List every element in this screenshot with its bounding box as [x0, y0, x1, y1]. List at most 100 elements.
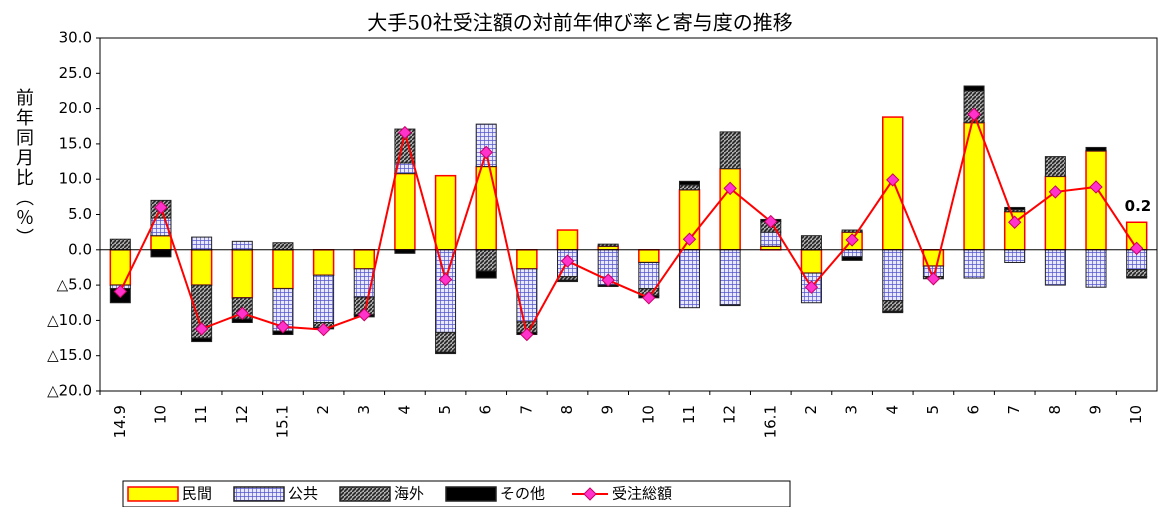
x-tick-label: 10 — [1127, 405, 1145, 424]
total-marker — [560, 254, 575, 268]
x-tick-label: 2 — [802, 405, 820, 415]
x-tick-label: 9 — [599, 405, 617, 415]
x-tick-label: 7 — [517, 405, 535, 415]
x-tick-label: 7 — [1005, 405, 1023, 415]
x-tick-label: 10 — [151, 405, 169, 424]
x-tick-label: 6 — [965, 405, 983, 415]
y-tick-label: 25.0 — [59, 64, 92, 82]
bar-segment — [435, 331, 457, 353]
bar-segment — [841, 249, 863, 258]
y-axis-title: 前年同月比（％） — [13, 88, 34, 248]
total-marker — [845, 233, 859, 247]
bar-segment — [719, 249, 741, 306]
bar-segment — [272, 242, 294, 251]
legend-swatch — [339, 486, 391, 502]
x-tick-label: 8 — [558, 405, 576, 415]
y-tick-label: △10.0 — [47, 311, 92, 329]
x-tick-label: 4 — [883, 405, 901, 415]
bar-segment — [231, 249, 254, 299]
x-tick-label: 4 — [395, 405, 413, 415]
bar-segment — [435, 351, 457, 355]
total-marker — [398, 125, 412, 140]
bar-segment — [557, 279, 579, 283]
bar-segment — [1126, 276, 1148, 279]
bar-segment — [150, 234, 172, 251]
bar-segment — [109, 238, 131, 251]
y-tick-label: 5.0 — [68, 205, 92, 223]
bar-segment — [597, 245, 619, 251]
x-tick-label: 9 — [1087, 405, 1105, 415]
y-tick-label: 20.0 — [59, 99, 92, 117]
y-tick-label: 30.0 — [59, 29, 92, 47]
legend-swatch — [233, 486, 285, 502]
bar-segment — [638, 249, 660, 264]
total-marker — [194, 322, 209, 336]
x-tick-label: 6 — [477, 405, 495, 415]
bar-segment — [312, 249, 335, 276]
bar-segment — [760, 245, 782, 251]
bar-segment — [719, 131, 741, 170]
bar-segment — [475, 270, 497, 279]
plot-frame — [99, 37, 1158, 392]
total-marker — [764, 214, 778, 229]
bar-segment — [882, 310, 904, 314]
bar-segment — [1085, 150, 1107, 251]
x-tick-label: 12 — [233, 405, 251, 424]
bar-segment — [678, 249, 700, 309]
total-marker — [682, 232, 697, 246]
bar-segment — [1004, 206, 1026, 211]
total-marker — [276, 320, 290, 334]
data-label: 0.2 — [1125, 197, 1152, 215]
legend-label: 受注総額 — [612, 485, 672, 503]
legend-label: その他 — [500, 485, 545, 503]
legend-label: 公共 — [288, 485, 318, 503]
bar-segment — [841, 229, 863, 233]
total-marker — [438, 272, 453, 287]
total-marker — [520, 327, 534, 342]
bar-segment — [557, 276, 579, 281]
legend-marker — [583, 487, 597, 501]
y-tick-label: 15.0 — [59, 134, 92, 152]
bar-segment — [516, 249, 538, 270]
x-tick-label: 16.1 — [761, 405, 779, 438]
bar-segment — [434, 174, 457, 251]
bar-segment — [475, 165, 497, 251]
total-marker — [113, 284, 128, 299]
y-tick-label: 0.0 — [68, 240, 92, 258]
bar-segment — [435, 249, 457, 333]
y-tick-label: △20.0 — [47, 382, 92, 400]
total-marker — [235, 306, 249, 321]
bar-segment — [882, 300, 904, 312]
bar-segment — [313, 274, 335, 324]
x-tick-label: 11 — [192, 405, 210, 424]
bar-segment — [150, 249, 172, 258]
chart-title: 大手50社受注額の対前年伸び率と寄与度の推移 — [367, 11, 792, 35]
bar-segment — [800, 235, 822, 251]
bar-segment — [800, 249, 823, 274]
x-tick-label: 3 — [355, 405, 373, 415]
bar-segment — [1004, 249, 1026, 264]
x-tick-label: 11 — [680, 405, 698, 424]
bar-segment — [1085, 146, 1107, 152]
x-tick-label: 2 — [314, 405, 332, 415]
bar-segment — [1044, 249, 1066, 286]
total-marker — [1129, 241, 1144, 256]
total-marker — [967, 107, 981, 121]
bar-segment — [841, 256, 863, 261]
legend-label: 民間 — [182, 485, 212, 503]
bar-segment — [882, 249, 904, 302]
total-marker — [804, 280, 819, 294]
bar-segment — [353, 249, 375, 270]
bar-segment — [516, 268, 538, 323]
bar-segment — [394, 249, 416, 254]
x-tick-label: 5 — [436, 405, 454, 415]
total-marker — [316, 322, 331, 337]
total-marker — [642, 291, 656, 305]
y-tick-label: △5.0 — [57, 276, 92, 294]
bar-segment — [191, 337, 213, 343]
total-marker — [479, 145, 493, 160]
bar-segment — [638, 262, 660, 290]
bar-segment — [191, 236, 213, 251]
legend-swatch — [445, 486, 497, 502]
bar-segment — [963, 85, 985, 92]
